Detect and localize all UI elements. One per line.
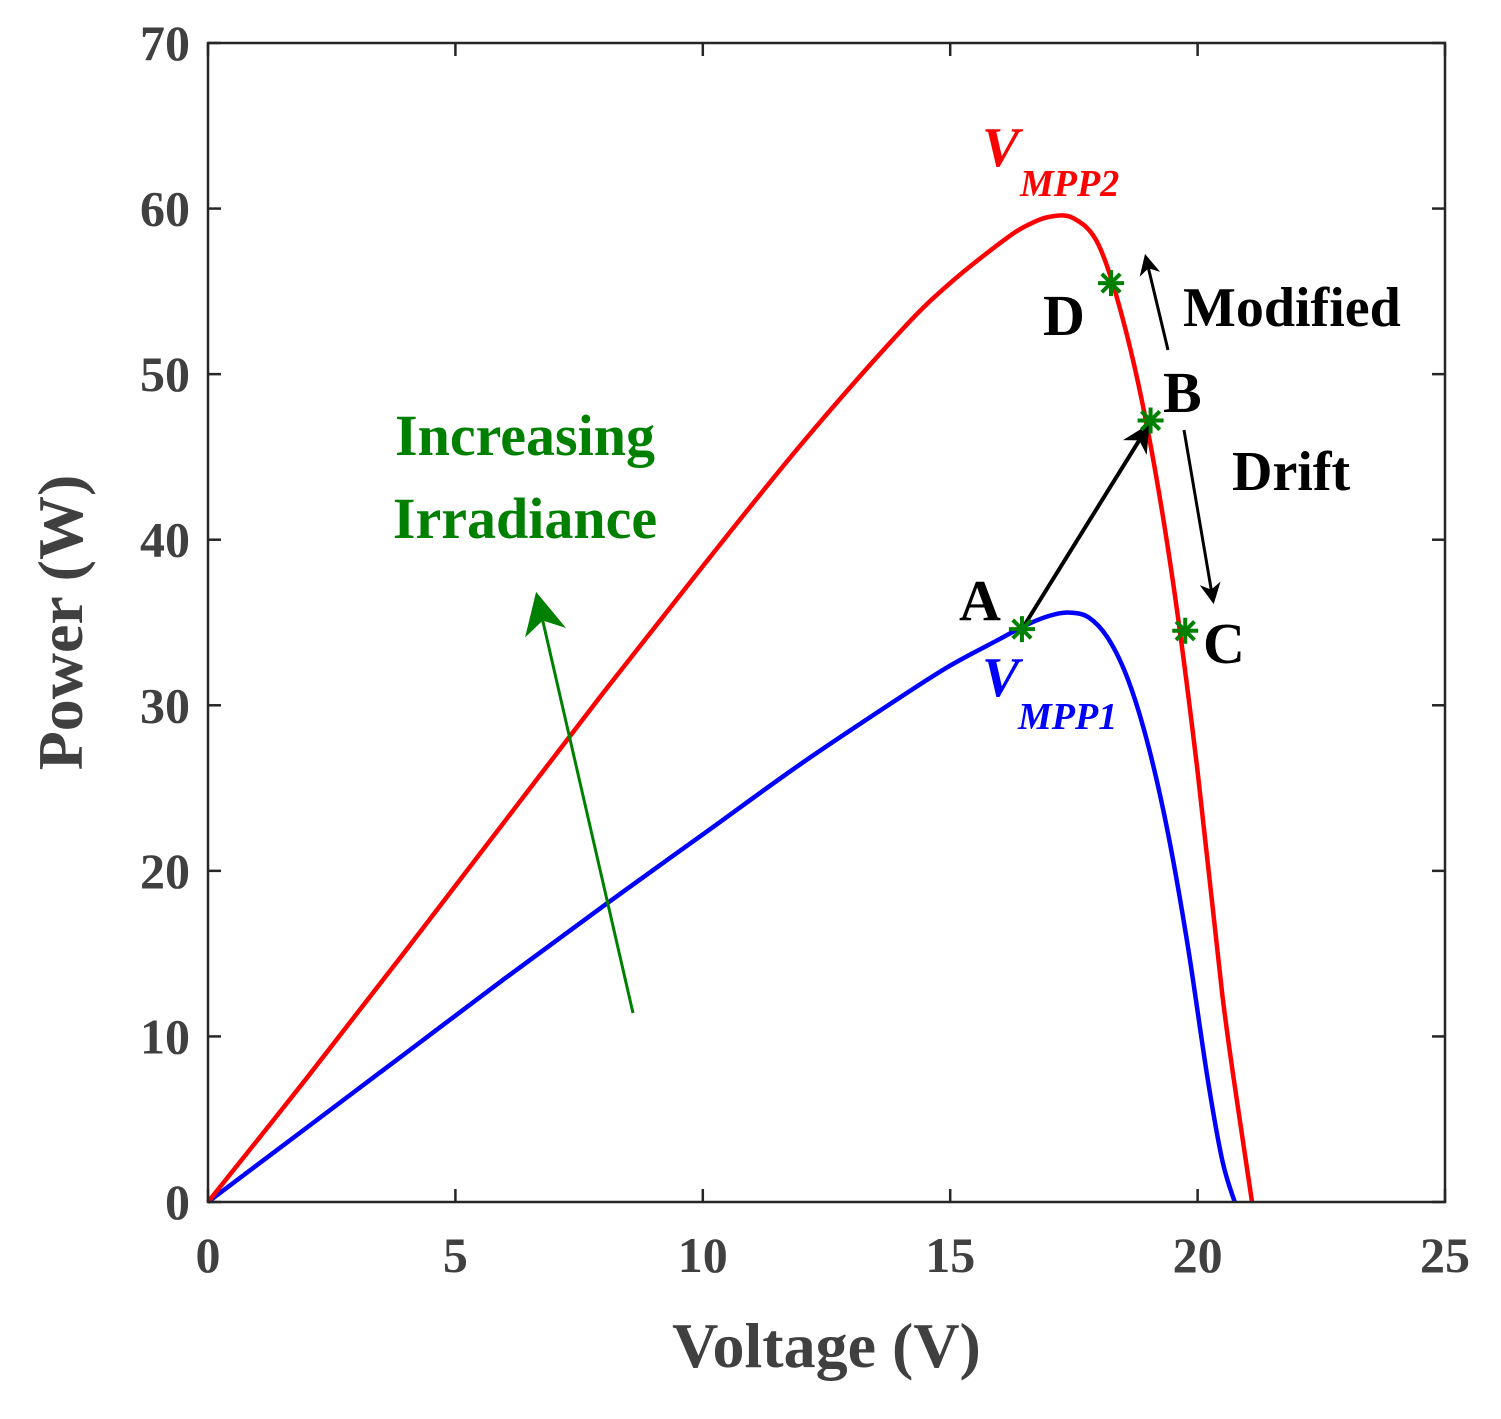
x-tick-label-3: 15 <box>925 1227 975 1283</box>
y-tick-label-4: 40 <box>140 512 190 568</box>
a-to-b-arrow <box>1020 423 1150 631</box>
y-tick-label-6: 60 <box>140 181 190 237</box>
point-label-c: C <box>1203 611 1245 676</box>
point-label-d: D <box>1043 283 1085 348</box>
y-axis-label: Power (W) <box>25 475 96 771</box>
modified-arrow <box>1139 253 1170 351</box>
increasing-label-line1: Increasing <box>395 403 655 468</box>
y-tick-label-1: 10 <box>140 1008 190 1064</box>
drift-label: Drift <box>1232 441 1351 503</box>
x-axis-label: Voltage (V) <box>672 1310 981 1381</box>
vmpp1-label-sub: MPP1 <box>1017 696 1117 738</box>
point-marker-b <box>1137 407 1164 434</box>
plot-frame <box>206 41 1447 1204</box>
y-tick-label-5: 50 <box>140 346 190 402</box>
axis-ticks <box>206 41 1447 1204</box>
increasing-label-line2: Irradiance <box>393 486 657 551</box>
point-label-a: A <box>959 568 1001 633</box>
point-marker-a <box>1008 616 1035 643</box>
drift-arrow <box>1182 429 1221 605</box>
series-line-2 <box>206 213 1255 1204</box>
vmpp1-label-main: V <box>982 647 1024 709</box>
point-label-b: B <box>1163 360 1202 425</box>
x-tick-label-2: 10 <box>678 1227 728 1283</box>
modified-label: Modified <box>1183 277 1401 339</box>
annotation-arrows <box>525 253 1221 1014</box>
y-tick-label-0: 0 <box>165 1174 190 1230</box>
vmpp2-label-sub: MPP2 <box>1019 163 1119 205</box>
y-tick-label-7: 70 <box>140 15 190 71</box>
y-tick-label-3: 30 <box>140 677 190 733</box>
x-tick-label-4: 20 <box>1173 1227 1223 1283</box>
point-markers <box>1008 270 1199 644</box>
x-tick-label-5: 25 <box>1420 1227 1470 1283</box>
vmpp2-label-main: V <box>982 117 1024 179</box>
y-tick-label-2: 20 <box>140 843 190 899</box>
vmpp2-label: VMPP2 <box>982 117 1119 205</box>
x-tick-label-1: 5 <box>443 1227 468 1283</box>
x-tick-label-0: 0 <box>196 1227 221 1283</box>
point-marker-c <box>1172 617 1199 644</box>
irradiance-arrow <box>525 591 635 1014</box>
tick-labels: 0 5 10 15 20 25 0 10 20 30 40 50 60 70 <box>140 15 1470 1283</box>
vmpp1-label: V MPP1 <box>982 647 1117 738</box>
point-marker-d <box>1098 270 1125 297</box>
